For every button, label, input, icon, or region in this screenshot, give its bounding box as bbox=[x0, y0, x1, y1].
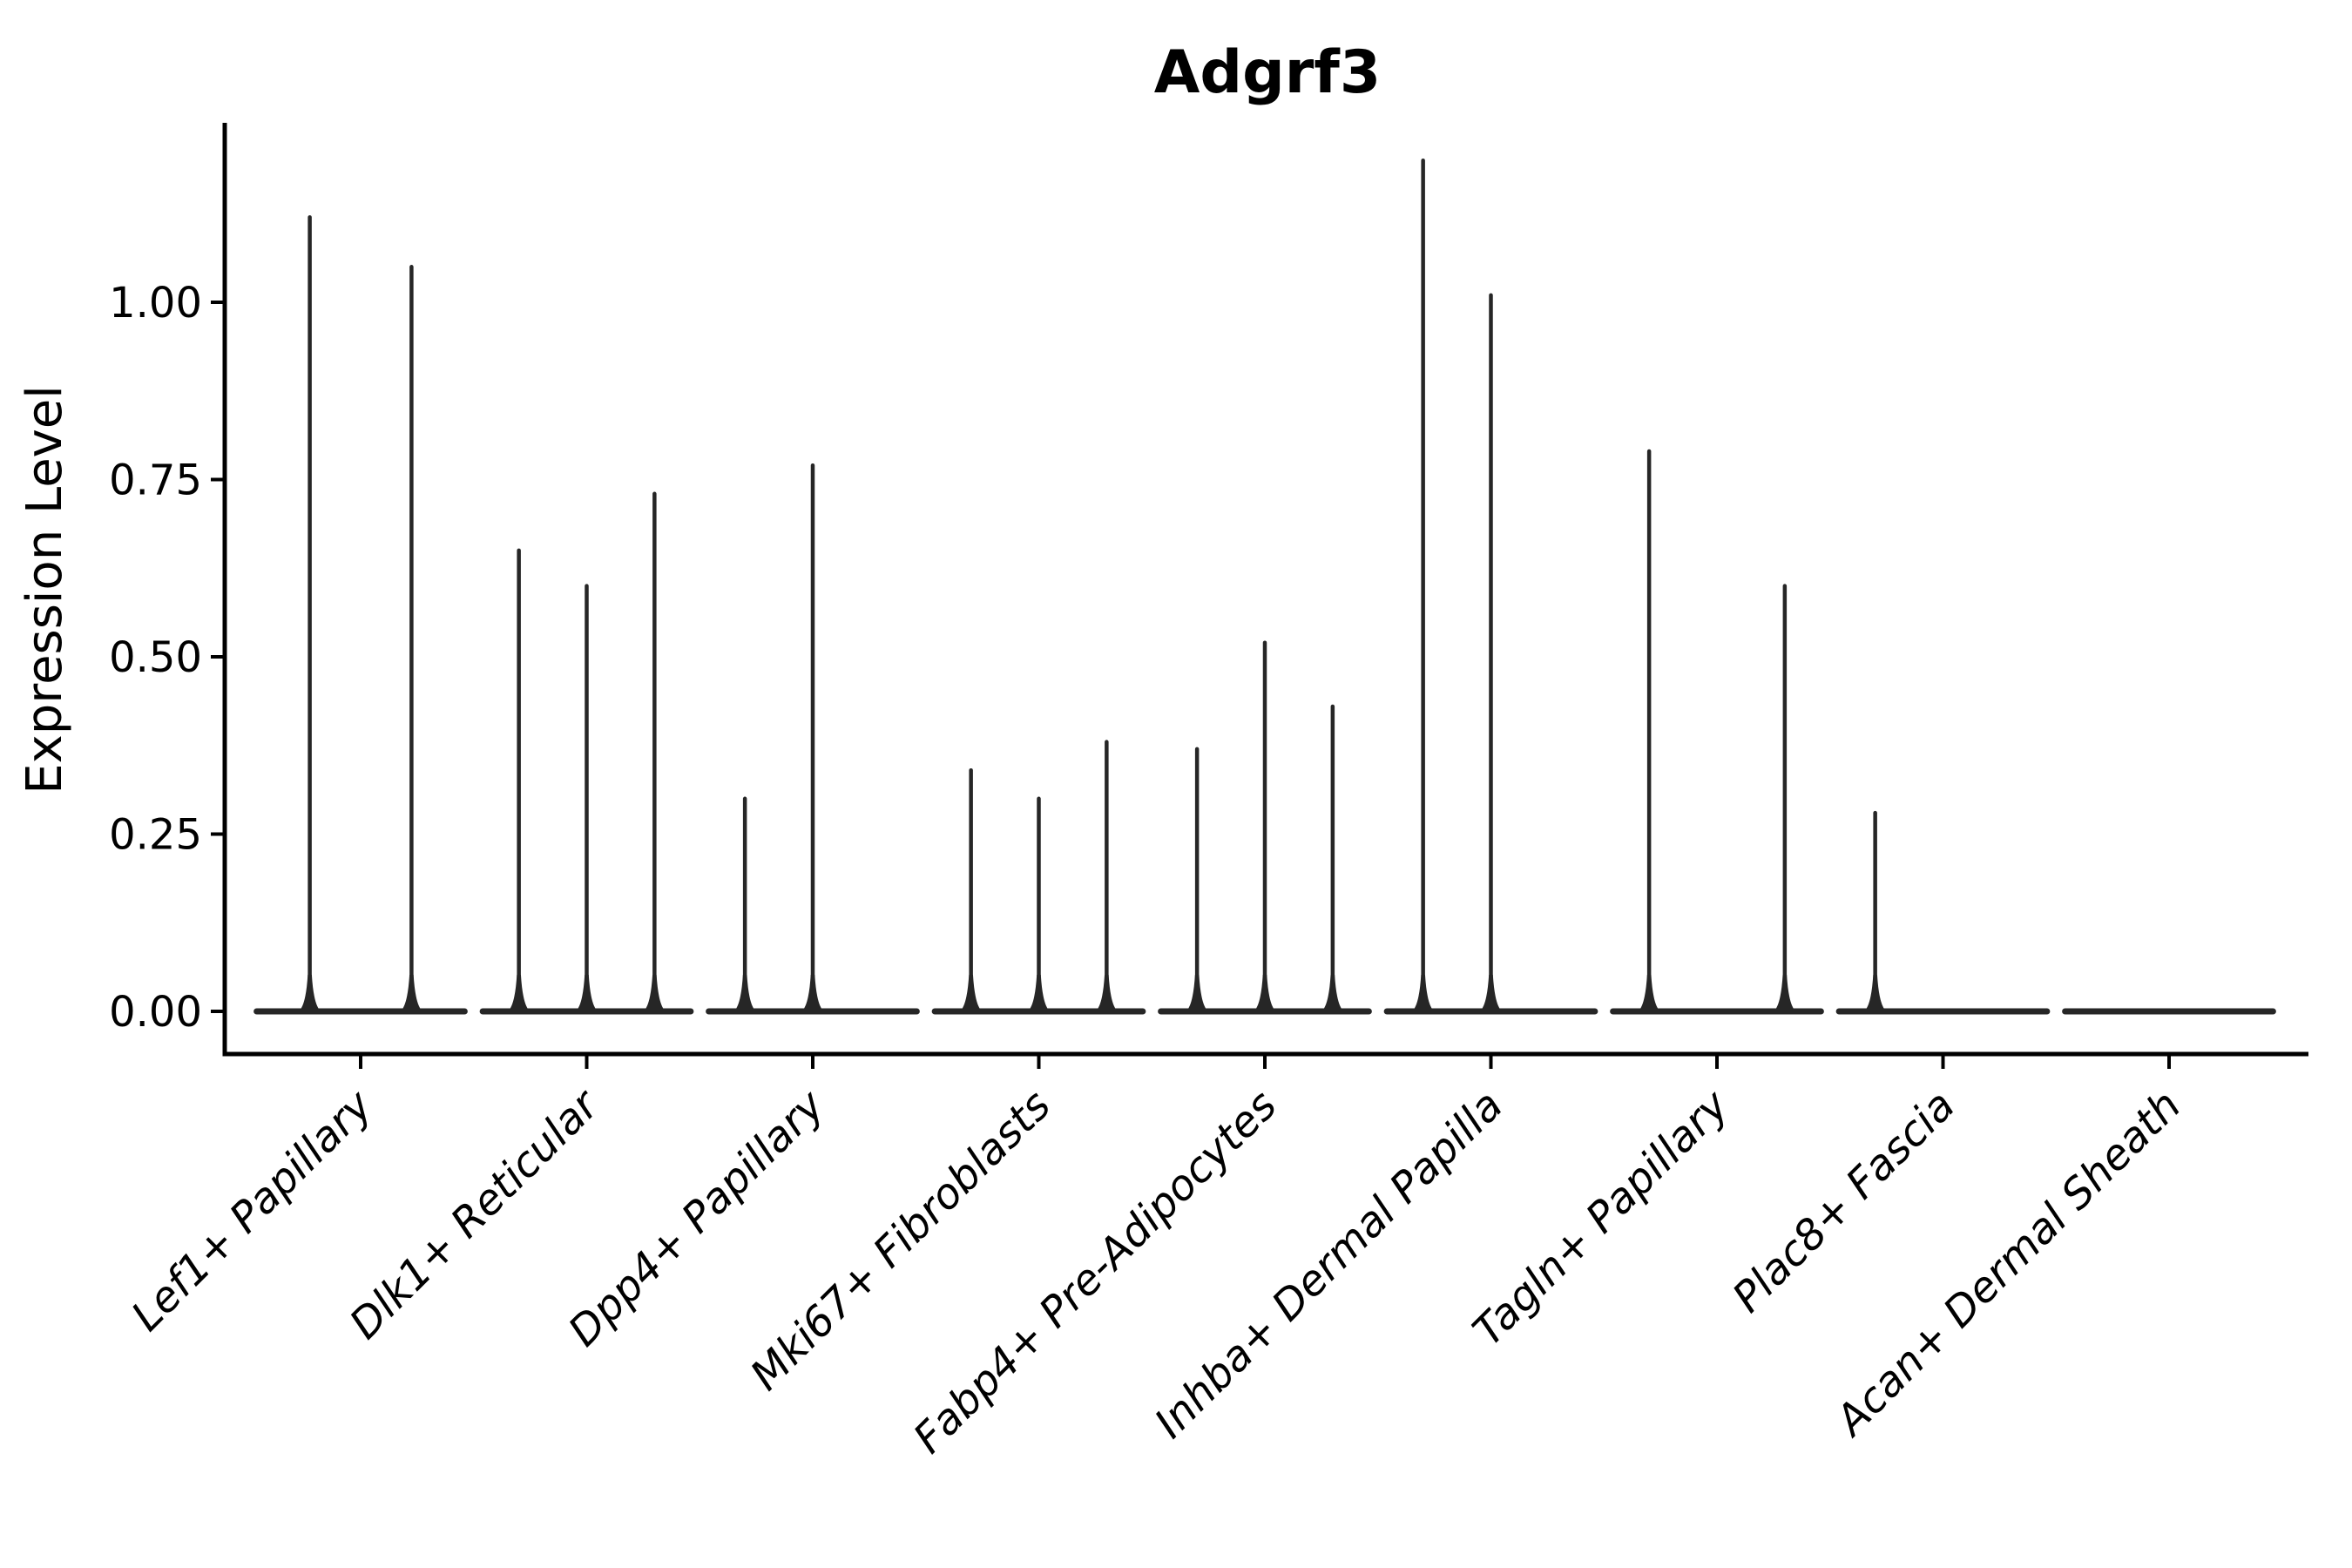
violin-spike-base bbox=[1411, 975, 1435, 1011]
violin-spike-base bbox=[959, 975, 983, 1011]
violin-spike-base bbox=[298, 975, 321, 1011]
violin-spike-base bbox=[1186, 975, 1209, 1011]
x-tick-label: Lef1+ Papillary bbox=[122, 1080, 382, 1341]
violin-spike-base bbox=[1095, 975, 1119, 1011]
y-axis-label: Expression Level bbox=[17, 385, 73, 794]
y-tick-label: 0.75 bbox=[109, 456, 202, 505]
violin-spike-base bbox=[1321, 975, 1344, 1011]
violin-spike-base bbox=[1863, 975, 1887, 1011]
violin-spike-base bbox=[575, 975, 598, 1011]
axis-spines bbox=[222, 123, 2308, 1057]
violin-spike-base bbox=[1638, 975, 1661, 1011]
violin-spike-base bbox=[507, 975, 531, 1011]
axes bbox=[222, 123, 2308, 1057]
y-axis-ticks: 0.00 0.25 0.50 0.75 1.00 bbox=[109, 279, 225, 1037]
violin-spike-base bbox=[1254, 975, 1276, 1011]
chart-title: Adgrf3 bbox=[1154, 38, 1381, 107]
violin-spike-base bbox=[733, 975, 757, 1011]
violins bbox=[253, 158, 2276, 1015]
x-tick-label: Plac8+ Fascia bbox=[1723, 1081, 1964, 1322]
y-tick-label: 1.00 bbox=[109, 279, 202, 328]
violin-spike-base bbox=[400, 975, 423, 1011]
x-tick-label: Dlk1+ Reticular bbox=[341, 1079, 611, 1349]
violin-spike-base bbox=[801, 975, 824, 1011]
violin-spike-base bbox=[1027, 975, 1051, 1011]
y-tick-label: 0.25 bbox=[109, 811, 202, 860]
y-tick-label: 0.50 bbox=[109, 633, 202, 682]
violin-spike-base bbox=[1479, 975, 1503, 1011]
y-tick-label: 0.00 bbox=[109, 988, 202, 1037]
violin-spike-base bbox=[1773, 975, 1796, 1011]
x-tick-label: Fabp4+ Pre-Adipocytes bbox=[904, 1081, 1287, 1463]
violin-spike-base bbox=[643, 975, 666, 1011]
